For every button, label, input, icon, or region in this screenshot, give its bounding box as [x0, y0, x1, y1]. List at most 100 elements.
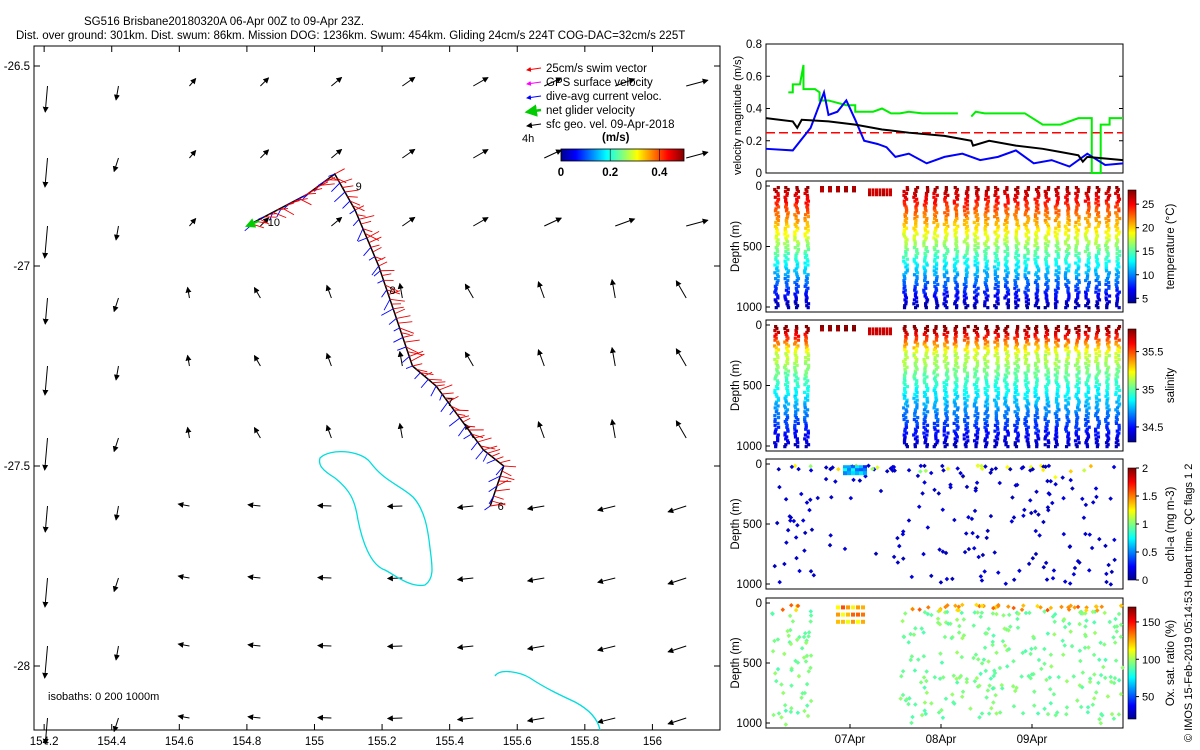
section-point	[1045, 402, 1049, 406]
section-point	[964, 357, 968, 362]
section-point	[954, 332, 958, 336]
current-vector	[363, 247, 372, 257]
colorbar-tick-label: 10	[1142, 270, 1154, 282]
section-point	[954, 344, 958, 348]
section-point	[843, 468, 847, 473]
section-point	[1066, 290, 1070, 294]
section-point	[773, 423, 777, 427]
section-point	[1094, 255, 1098, 259]
section-point	[1117, 326, 1121, 331]
current-vector	[439, 393, 443, 401]
section-point	[1084, 236, 1088, 240]
section-point	[785, 435, 789, 439]
section-point	[972, 402, 977, 406]
section-point	[1046, 230, 1050, 234]
section-point	[1086, 645, 1091, 650]
section-point	[942, 292, 946, 296]
section-point	[1013, 441, 1017, 445]
section-point	[933, 410, 938, 414]
section-point	[1037, 276, 1041, 281]
section-point	[1077, 325, 1081, 329]
section-point	[903, 328, 907, 333]
section-point	[902, 230, 906, 234]
section-point	[1015, 257, 1019, 261]
section-point	[964, 296, 968, 300]
current-vector	[331, 182, 341, 193]
section-point	[976, 236, 980, 240]
section-point	[1066, 205, 1070, 209]
section-point	[1114, 390, 1118, 395]
section-point	[962, 282, 966, 286]
y-tick-label: 1000	[736, 302, 762, 314]
section-point	[953, 354, 957, 358]
section-point	[1045, 427, 1049, 431]
section-point	[996, 377, 1000, 381]
section-point	[953, 276, 957, 281]
section-point	[1014, 205, 1019, 209]
section-point	[941, 675, 946, 680]
section-point	[984, 284, 989, 288]
section-point	[1035, 410, 1039, 414]
section-point	[984, 410, 988, 414]
section-point	[1024, 373, 1028, 377]
swim-vector	[412, 363, 423, 367]
section-point	[786, 381, 790, 385]
section-point	[1005, 359, 1010, 364]
section-point	[955, 255, 959, 259]
section-point	[1046, 369, 1050, 373]
section-point	[784, 203, 788, 207]
section-point	[995, 437, 1000, 441]
section-point	[805, 414, 809, 418]
section-point	[943, 445, 947, 449]
section-point	[953, 336, 957, 340]
section-point	[1014, 228, 1019, 232]
section-point	[1084, 348, 1088, 352]
swim-vector	[462, 417, 471, 423]
section-point	[992, 265, 997, 269]
section-point	[1015, 342, 1020, 346]
section-point	[933, 284, 937, 288]
section-point	[1036, 255, 1040, 259]
section-point	[984, 207, 988, 211]
section-point	[1025, 406, 1029, 410]
section-point	[1066, 383, 1070, 387]
section-point	[1115, 298, 1119, 302]
section-point	[794, 406, 798, 410]
section-point	[1104, 419, 1108, 424]
section-point	[955, 271, 959, 275]
section-point	[1115, 189, 1119, 194]
section-point	[782, 561, 787, 567]
section-point	[1115, 228, 1119, 232]
section-point	[1083, 624, 1088, 629]
section-point	[1095, 284, 1099, 288]
section-point	[815, 495, 821, 501]
section-point	[904, 242, 908, 246]
section-point	[794, 375, 798, 379]
section-point	[943, 199, 947, 203]
section-point	[921, 630, 926, 635]
section-point	[1056, 388, 1060, 393]
section-point	[1054, 441, 1059, 445]
section-point	[1034, 278, 1038, 283]
section-point	[1015, 332, 1019, 336]
section-point	[1004, 443, 1008, 447]
section-point	[785, 342, 789, 346]
section-point	[806, 199, 811, 203]
y-tick-label: -27.5	[4, 461, 30, 473]
section-point	[1096, 203, 1101, 207]
section-point	[1066, 220, 1070, 225]
section-point	[1096, 326, 1100, 331]
section-point	[974, 386, 978, 391]
section-point	[775, 259, 779, 263]
section-point	[1015, 419, 1019, 424]
section-point	[779, 682, 784, 687]
section-point	[975, 271, 979, 275]
section-point	[786, 441, 791, 445]
current-arrow	[325, 352, 332, 367]
section-point	[976, 334, 980, 338]
section-point	[1107, 346, 1111, 350]
section-point	[986, 711, 992, 716]
section-point	[1072, 605, 1077, 610]
section-point	[1106, 209, 1110, 213]
section-point	[1027, 326, 1031, 331]
